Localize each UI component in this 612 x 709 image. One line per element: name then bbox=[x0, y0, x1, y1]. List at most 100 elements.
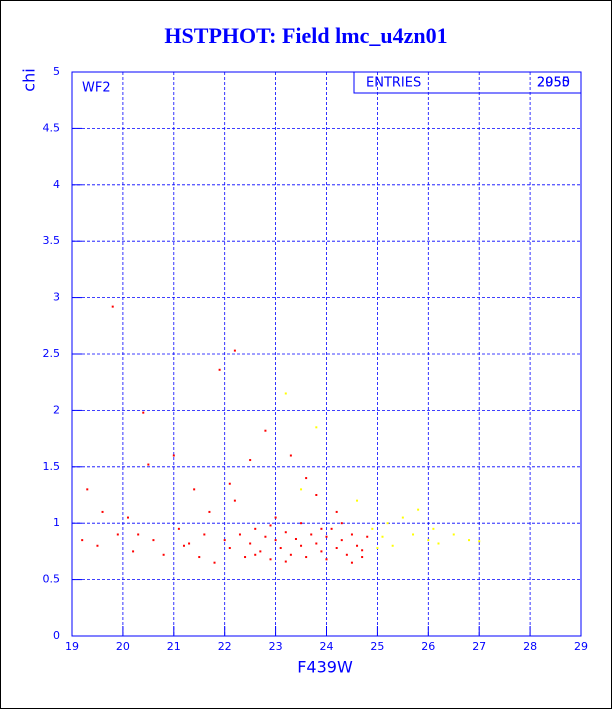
y-axis-label: chi bbox=[20, 68, 39, 91]
point bbox=[350, 561, 353, 564]
x-tick-label: 27 bbox=[472, 640, 486, 653]
point bbox=[432, 527, 435, 530]
point bbox=[300, 544, 303, 547]
y-tick-label: 0 bbox=[53, 629, 60, 642]
point bbox=[182, 544, 185, 547]
point bbox=[305, 477, 308, 480]
point bbox=[412, 533, 415, 536]
point bbox=[264, 535, 267, 538]
point bbox=[233, 499, 236, 502]
point bbox=[126, 516, 129, 519]
point bbox=[310, 533, 313, 536]
point bbox=[218, 368, 221, 371]
point bbox=[315, 426, 318, 429]
point bbox=[284, 392, 287, 395]
point bbox=[305, 556, 308, 559]
point bbox=[208, 510, 211, 513]
point bbox=[361, 549, 364, 552]
x-tick-label: 29 bbox=[574, 640, 588, 653]
chart-title: HSTPHOT: Field lmc_u4zn01 bbox=[164, 23, 447, 48]
point bbox=[345, 553, 348, 556]
y-tick-label: 3 bbox=[53, 291, 60, 304]
x-tick-label: 26 bbox=[421, 640, 435, 653]
point bbox=[289, 454, 292, 457]
point bbox=[142, 411, 145, 414]
point bbox=[376, 547, 379, 550]
point bbox=[254, 553, 257, 556]
point bbox=[279, 547, 282, 550]
point bbox=[86, 488, 89, 491]
point bbox=[274, 539, 277, 542]
point bbox=[274, 516, 277, 519]
point bbox=[101, 510, 104, 513]
point bbox=[315, 542, 318, 545]
point bbox=[264, 429, 267, 432]
point bbox=[335, 510, 338, 513]
point bbox=[325, 535, 328, 538]
point bbox=[284, 531, 287, 534]
y-tick-label: 0.5 bbox=[43, 573, 61, 586]
point bbox=[381, 535, 384, 538]
point bbox=[269, 524, 272, 527]
x-tick-label: 19 bbox=[65, 640, 79, 653]
point bbox=[294, 537, 297, 540]
point bbox=[193, 488, 196, 491]
point bbox=[96, 544, 99, 547]
point bbox=[361, 556, 364, 559]
point bbox=[152, 539, 155, 542]
point bbox=[116, 533, 119, 536]
point bbox=[198, 556, 201, 559]
point bbox=[249, 459, 252, 462]
point bbox=[437, 542, 440, 545]
point bbox=[386, 522, 389, 525]
point bbox=[315, 494, 318, 496]
point bbox=[284, 560, 287, 563]
annotation: WF2 bbox=[82, 81, 111, 96]
point bbox=[391, 544, 394, 547]
stats-label: ENTRIES bbox=[366, 76, 421, 91]
point bbox=[401, 516, 404, 519]
y-tick-label: 2.5 bbox=[43, 347, 61, 360]
point bbox=[238, 533, 241, 536]
point bbox=[289, 553, 292, 556]
point bbox=[213, 561, 216, 564]
point bbox=[330, 527, 333, 530]
point bbox=[244, 556, 247, 559]
point bbox=[356, 499, 359, 502]
point bbox=[269, 558, 272, 561]
point bbox=[478, 540, 481, 543]
point bbox=[228, 547, 231, 550]
point bbox=[223, 539, 226, 542]
point bbox=[320, 527, 323, 530]
point bbox=[300, 522, 303, 525]
point bbox=[340, 539, 343, 542]
point bbox=[371, 527, 374, 530]
point bbox=[468, 539, 471, 542]
y-tick-label: 5 bbox=[53, 65, 60, 78]
y-tick-label: 2 bbox=[53, 403, 60, 416]
point bbox=[111, 305, 114, 308]
point bbox=[335, 547, 338, 550]
y-tick-label: 4.5 bbox=[43, 121, 61, 134]
x-tick-label: 21 bbox=[167, 640, 181, 653]
x-tick-label: 23 bbox=[269, 640, 283, 653]
point bbox=[172, 454, 175, 457]
point bbox=[254, 527, 257, 530]
y-tick-label: 1 bbox=[53, 516, 60, 529]
point bbox=[249, 542, 252, 545]
point bbox=[203, 533, 206, 536]
point bbox=[325, 558, 328, 561]
x-tick-label: 24 bbox=[320, 640, 334, 653]
point bbox=[233, 349, 236, 352]
point bbox=[320, 550, 323, 553]
x-tick-label: 20 bbox=[116, 640, 130, 653]
point bbox=[417, 508, 420, 511]
point bbox=[366, 535, 369, 538]
stats-value: 2050 bbox=[537, 76, 570, 91]
x-tick-label: 22 bbox=[218, 640, 232, 653]
point bbox=[356, 544, 359, 547]
y-tick-label: 4 bbox=[53, 178, 60, 191]
point bbox=[162, 553, 165, 556]
